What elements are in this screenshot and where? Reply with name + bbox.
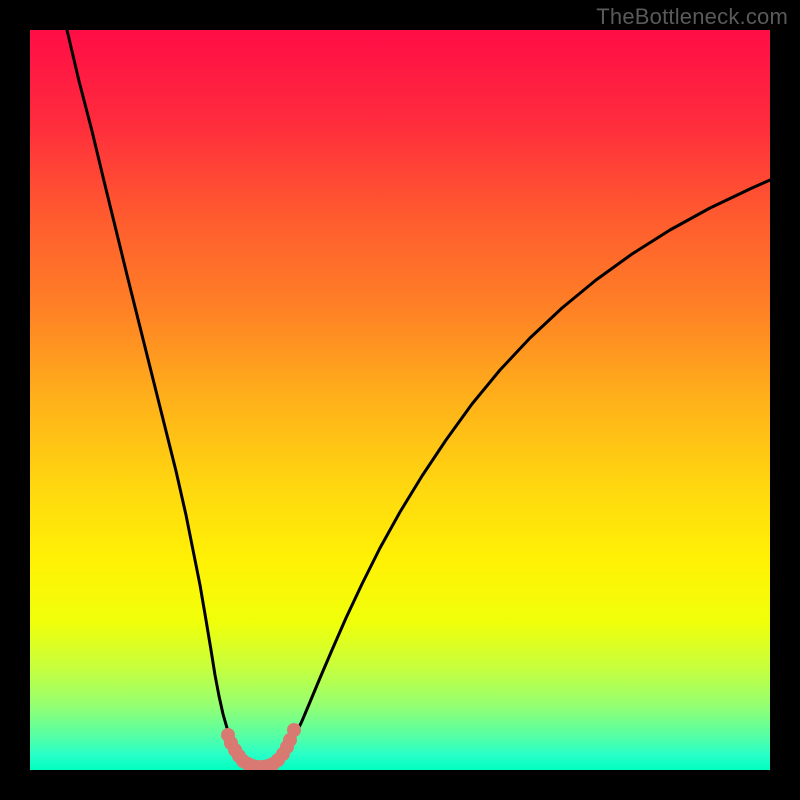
chart-background — [30, 30, 770, 770]
chart-svg — [30, 30, 770, 770]
watermark-text: TheBottleneck.com — [596, 4, 788, 30]
chart-plot-area — [30, 30, 770, 770]
